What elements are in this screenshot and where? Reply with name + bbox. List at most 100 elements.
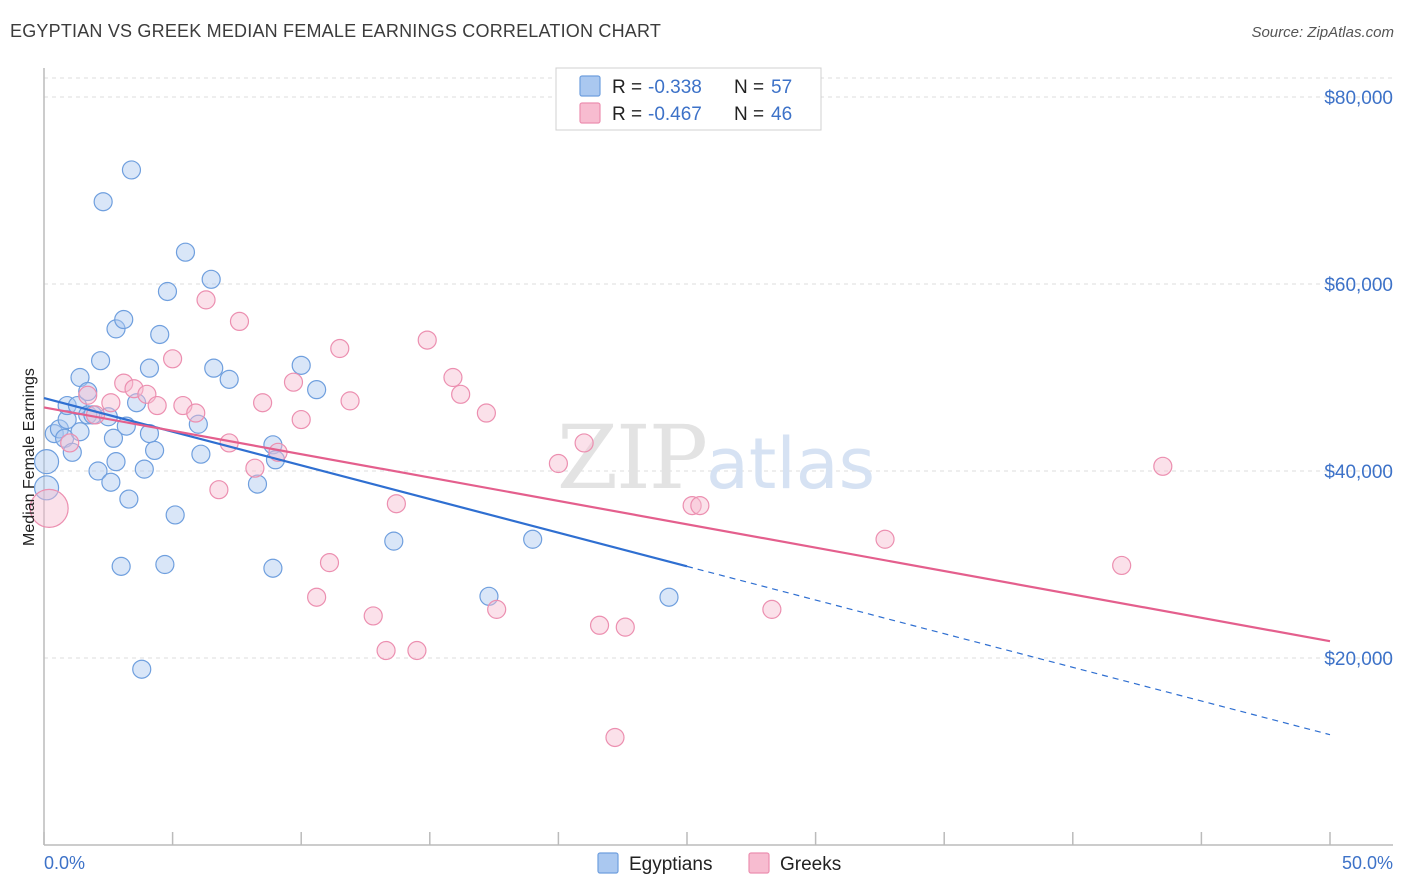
source-label: Source: ZipAtlas.com — [1251, 24, 1394, 41]
egyptians-point — [204, 358, 224, 378]
greeks-point — [283, 372, 304, 392]
greeks-point — [615, 617, 635, 637]
bottom-legend-swatch-egyptians — [597, 852, 619, 874]
egyptians-point — [111, 556, 131, 576]
axes — [43, 68, 1393, 846]
greeks-point — [574, 433, 594, 453]
egyptians-point — [659, 587, 679, 607]
greeks-point — [1153, 456, 1173, 476]
greeks-point — [253, 393, 273, 413]
bottom-legend-egyptians: Egyptians — [629, 854, 712, 875]
greeks-point — [682, 495, 702, 516]
egyptians-point — [33, 449, 60, 475]
greeks-point — [209, 480, 229, 500]
egyptians-point — [101, 472, 121, 492]
x-ticks — [43, 832, 1331, 845]
y-tick-label: $20,000 — [1324, 649, 1393, 670]
egyptians-point — [175, 242, 196, 262]
egyptians-point — [106, 452, 126, 472]
x-tick-label-min: 0.0% — [44, 853, 85, 873]
greeks-point — [451, 384, 471, 404]
greeks-point — [875, 529, 895, 549]
egyptians-point — [88, 461, 108, 481]
greeks-point — [229, 311, 250, 331]
greeks-point — [29, 488, 69, 528]
greeks-point — [386, 494, 406, 514]
greeks-point — [330, 338, 350, 359]
greeks-point — [605, 727, 625, 748]
egyptians-point — [90, 351, 111, 371]
egyptians-point — [384, 531, 404, 551]
egyptians-point — [144, 440, 165, 461]
legend-swatch-greeks — [579, 102, 601, 124]
greeks-point — [417, 330, 437, 350]
egyptians-point — [132, 659, 152, 679]
egyptians-point — [103, 428, 124, 448]
greeks-point — [319, 553, 340, 573]
greeks-point — [407, 640, 427, 661]
bottom-legend-greeks: Greeks — [780, 854, 841, 875]
bottom-legend-swatch-greeks — [748, 852, 770, 874]
egyptians-point — [291, 355, 311, 375]
egyptians-point — [523, 529, 543, 549]
legend-n-value-greeks: 46 — [771, 104, 792, 125]
egyptians-point — [219, 369, 239, 389]
greeks-point — [690, 495, 710, 516]
egyptians-point — [150, 324, 170, 345]
egyptians-point — [191, 444, 211, 464]
egyptians-point — [119, 489, 139, 509]
greeks-point — [186, 403, 206, 423]
egyptians-point — [155, 554, 175, 575]
egyptians-point — [307, 380, 327, 400]
correlation-legend: R = -0.338 N = 57 R = -0.467 N = 46 — [555, 67, 822, 131]
greeks-point — [376, 640, 396, 661]
egyptians-point — [134, 459, 154, 479]
greeks-point — [147, 395, 167, 416]
egyptians-point — [201, 269, 221, 289]
greeks-point — [307, 587, 327, 607]
greeks-point — [589, 615, 610, 635]
egyptians-point — [139, 358, 160, 378]
egyptians-trend-line-extrapolated — [686, 565, 1331, 736]
greeks-point — [101, 393, 121, 413]
greeks-point — [114, 373, 134, 393]
y-tick-label: $80,000 — [1324, 88, 1393, 109]
y-axis-label: Median Female Earnings — [21, 368, 38, 546]
y-tick-labels: $20,000 $40,000 $60,000 $80,000 — [1324, 88, 1393, 670]
greeks-point — [60, 433, 80, 453]
egyptians-point — [263, 558, 283, 578]
greeks-point — [363, 606, 383, 626]
egyptians-point — [165, 505, 185, 525]
greeks-points — [29, 290, 1173, 748]
greeks-point — [78, 385, 98, 405]
trend-lines — [43, 397, 1331, 736]
egyptians-point — [247, 474, 268, 494]
egyptians-point — [93, 192, 113, 212]
legend-r-label-greeks: R = — [612, 104, 642, 125]
greeks-point — [291, 409, 311, 430]
legend-r-label-egyptians: R = — [612, 77, 642, 98]
grid — [44, 77, 1393, 659]
greeks-point — [245, 458, 265, 478]
legend-r-value-greeks: -0.467 — [648, 104, 702, 125]
legend-n-label-egyptians: N = — [734, 77, 764, 98]
greeks-point — [762, 599, 782, 619]
legend-swatch-egyptians — [579, 75, 601, 97]
watermark: ZIPatlas — [557, 406, 875, 509]
y-tick-label: $60,000 — [1324, 275, 1393, 296]
x-tick-label-max: 50.0% — [1342, 853, 1393, 873]
chart-title: EGYPTIAN VS GREEK MEDIAN FEMALE EARNINGS… — [10, 21, 662, 41]
series-legend: Egyptians Greeks — [597, 852, 841, 875]
egyptians-point — [121, 160, 142, 180]
legend-r-value-egyptians: -0.338 — [648, 77, 702, 98]
greeks-point — [476, 403, 496, 423]
greeks-point — [487, 599, 507, 619]
legend-n-value-egyptians: 57 — [771, 77, 792, 98]
greeks-point — [548, 453, 569, 474]
legend-n-label-greeks: N = — [734, 104, 764, 125]
greeks-point — [163, 349, 183, 369]
egyptians-point — [114, 309, 134, 330]
egyptians-point — [157, 281, 178, 302]
greeks-point — [443, 367, 463, 388]
